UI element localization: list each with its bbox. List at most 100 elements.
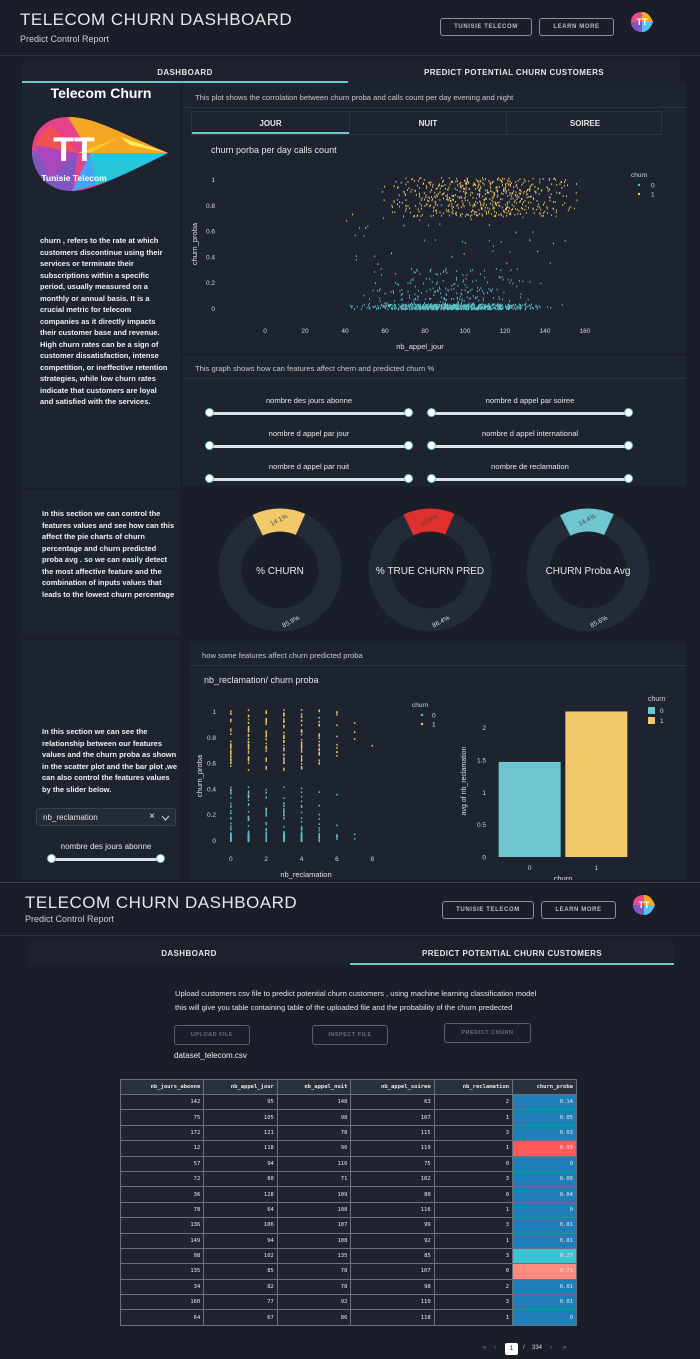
data-point bbox=[502, 184, 504, 187]
slider-handle-max[interactable] bbox=[624, 441, 633, 450]
tunisie-telecom-button-2[interactable]: TUNISIE TELECOM bbox=[442, 901, 534, 919]
tab-nuit[interactable]: NUIT bbox=[349, 112, 506, 134]
data-point bbox=[453, 298, 455, 300]
slider-appel-nuit[interactable]: nombre d appel par nuit bbox=[205, 462, 413, 484]
tab-dashboard-2[interactable]: DASHBOARD bbox=[161, 948, 217, 958]
data-point bbox=[459, 305, 461, 308]
learn-more-button-2[interactable]: LEARN MORE bbox=[541, 901, 616, 919]
chevron-down-icon[interactable] bbox=[162, 815, 169, 821]
tab-predict-2[interactable]: PREDICT POTENTIAL CHURN CUSTOMERS bbox=[421, 948, 603, 958]
column-header[interactable]: nb_appel_soiree bbox=[350, 1079, 435, 1095]
data-point bbox=[457, 306, 459, 309]
slider-handle-min[interactable] bbox=[205, 441, 214, 450]
data-point bbox=[387, 308, 389, 311]
data-point bbox=[247, 796, 250, 799]
column-header[interactable]: nb_appel_nuit bbox=[276, 1079, 352, 1095]
data-point bbox=[418, 303, 419, 306]
tab-jour[interactable]: JOUR bbox=[259, 118, 282, 128]
data-point bbox=[318, 791, 320, 793]
slider-handle-min[interactable] bbox=[205, 474, 214, 483]
data-point bbox=[230, 712, 232, 714]
slider-handle-max[interactable] bbox=[404, 474, 413, 483]
slider-track[interactable] bbox=[208, 445, 410, 448]
slider-handle-min[interactable] bbox=[205, 408, 214, 417]
slider-jours-abonne[interactable]: nombre des jours abonne bbox=[205, 396, 413, 418]
slider-appel-soiree[interactable]: nombre d appel par soiree bbox=[427, 396, 633, 418]
slider-appel-jour[interactable]: nombre d appel par jour bbox=[205, 429, 413, 451]
data-point bbox=[363, 294, 365, 297]
slider-track[interactable] bbox=[430, 478, 630, 481]
data-point bbox=[467, 181, 469, 184]
slider-handle-min[interactable] bbox=[427, 408, 436, 417]
feature-dropdown[interactable]: nb_reclamation × bbox=[36, 808, 176, 826]
data-point bbox=[265, 808, 267, 810]
data-point bbox=[420, 215, 422, 218]
slider-reclamation[interactable]: nombre de reclamation bbox=[427, 462, 633, 484]
data-point bbox=[502, 298, 503, 301]
tab-soiree[interactable]: SOIREE bbox=[506, 112, 663, 134]
data-point bbox=[431, 281, 433, 283]
data-point bbox=[230, 747, 232, 750]
upload-file-button[interactable]: UPLOAD FILE bbox=[174, 1025, 250, 1045]
active-tab-indicator bbox=[22, 81, 348, 83]
inspect-file-button[interactable]: INSPECT FILE bbox=[312, 1025, 388, 1045]
slider-appel-international[interactable]: nombre d appel international bbox=[427, 429, 633, 451]
first-page-button[interactable]: « bbox=[483, 1345, 487, 1351]
slider-handle-max[interactable] bbox=[404, 441, 413, 450]
slider-track[interactable] bbox=[208, 412, 410, 415]
slider-handle-max[interactable] bbox=[624, 408, 633, 417]
column-header[interactable]: churn_proba bbox=[512, 1079, 577, 1095]
slider-jours-abonne-2[interactable]: nombre des jours abonne bbox=[47, 842, 165, 864]
y-tick-label: 0 bbox=[211, 306, 215, 313]
data-point bbox=[401, 288, 403, 291]
data-point bbox=[438, 306, 440, 308]
data-point bbox=[530, 184, 532, 186]
slider-track[interactable] bbox=[50, 858, 162, 861]
table-row: 135 85 78 107 0 0.71 bbox=[119, 1263, 577, 1280]
legend-marker bbox=[420, 713, 424, 717]
data-point bbox=[501, 192, 503, 195]
slider-handle-min[interactable] bbox=[427, 441, 436, 450]
x-tick-label: 0 bbox=[229, 856, 233, 863]
data-point bbox=[247, 750, 250, 753]
data-point bbox=[482, 303, 484, 306]
slider-handle-min[interactable] bbox=[47, 854, 56, 863]
column-header[interactable]: nb_reclamation bbox=[433, 1079, 514, 1095]
data-point bbox=[247, 709, 250, 711]
legend-title: churn bbox=[412, 702, 429, 709]
last-page-button[interactable]: » bbox=[563, 1345, 567, 1351]
data-point bbox=[230, 751, 232, 753]
data-point bbox=[265, 836, 267, 839]
data-point bbox=[502, 306, 504, 309]
page-number-input[interactable]: 1 bbox=[505, 1343, 518, 1355]
column-header[interactable]: nb_appel_jour bbox=[203, 1079, 278, 1095]
tunisie-telecom-button[interactable]: TUNISIE TELECOM bbox=[440, 18, 532, 36]
tab-predict[interactable]: PREDICT POTENTIAL CHURN CUSTOMERS bbox=[423, 67, 605, 77]
x-tick-label: 40 bbox=[341, 328, 349, 335]
data-point bbox=[450, 308, 452, 311]
slider-handle-max[interactable] bbox=[404, 408, 413, 417]
tab-dashboard[interactable]: DASHBOARD bbox=[157, 67, 213, 77]
slider-track[interactable] bbox=[430, 412, 630, 415]
data-point bbox=[549, 262, 551, 265]
learn-more-button[interactable]: LEARN MORE bbox=[539, 18, 614, 36]
data-point bbox=[439, 183, 440, 186]
x-tick-label: 0 bbox=[528, 865, 532, 872]
column-header[interactable]: nb_jours_abonne bbox=[119, 1079, 205, 1095]
slider-handle-max[interactable] bbox=[624, 474, 633, 483]
data-point bbox=[388, 305, 390, 307]
table-cell: 1 bbox=[433, 1109, 514, 1126]
dropdown-clear-icon[interactable]: × bbox=[149, 811, 155, 822]
slider-handle-min[interactable] bbox=[427, 474, 436, 483]
data-point bbox=[503, 188, 505, 191]
slider-handle-max[interactable] bbox=[156, 854, 165, 863]
table-cell: 99 bbox=[350, 1217, 435, 1234]
predict-churn-button[interactable]: PREDICT CHURN bbox=[444, 1023, 531, 1043]
prev-page-button[interactable]: ‹ bbox=[494, 1345, 496, 1351]
data-point bbox=[561, 187, 563, 189]
next-page-button[interactable]: › bbox=[550, 1345, 552, 1351]
data-point bbox=[555, 209, 557, 212]
slider-track[interactable] bbox=[208, 478, 410, 481]
slider-track[interactable] bbox=[430, 445, 630, 448]
data-point bbox=[433, 206, 435, 208]
